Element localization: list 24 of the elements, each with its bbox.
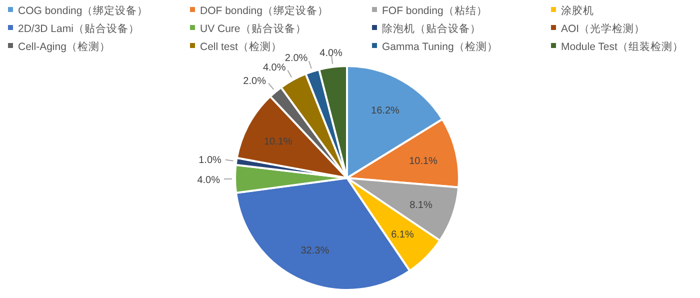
legend-label: Cell test（检测） <box>200 41 282 53</box>
data-label: 4.0% <box>197 175 220 186</box>
data-label: 1.0% <box>198 155 222 166</box>
legend-label: UV Cure（贴合设备） <box>200 22 306 35</box>
data-label: 2.0% <box>243 76 266 88</box>
legend-label: FOF bonding（粘结） <box>382 4 488 17</box>
legend-label: COG bonding（绑定设备） <box>18 4 148 17</box>
legend-label: AOI（光学检测） <box>561 22 646 35</box>
legend-label: 涂胶机 <box>561 4 594 17</box>
data-label: 6.1% <box>391 229 414 240</box>
data-label: 16.2% <box>371 106 400 117</box>
legend-label: Module Test（组装检测） <box>561 40 684 53</box>
data-label: 32.3% <box>300 246 330 257</box>
data-label: 4.0% <box>320 48 343 60</box>
data-label: 10.1% <box>409 156 438 167</box>
data-label: 2.0% <box>284 53 308 64</box>
data-label: 4.0% <box>262 62 286 74</box>
legend-label: 2D/3D Lami（贴合设备） <box>18 22 140 35</box>
legend-label: DOF bonding（绑定设备） <box>200 4 328 17</box>
data-label: 10.1% <box>264 136 292 148</box>
legend-label: Gamma Tuning（检测） <box>382 41 498 53</box>
data-label: 8.1% <box>410 200 432 211</box>
legend-label: 除泡机（贴合设备） <box>382 22 481 35</box>
legend-label: Cell-Aging（检测） <box>18 41 110 53</box>
